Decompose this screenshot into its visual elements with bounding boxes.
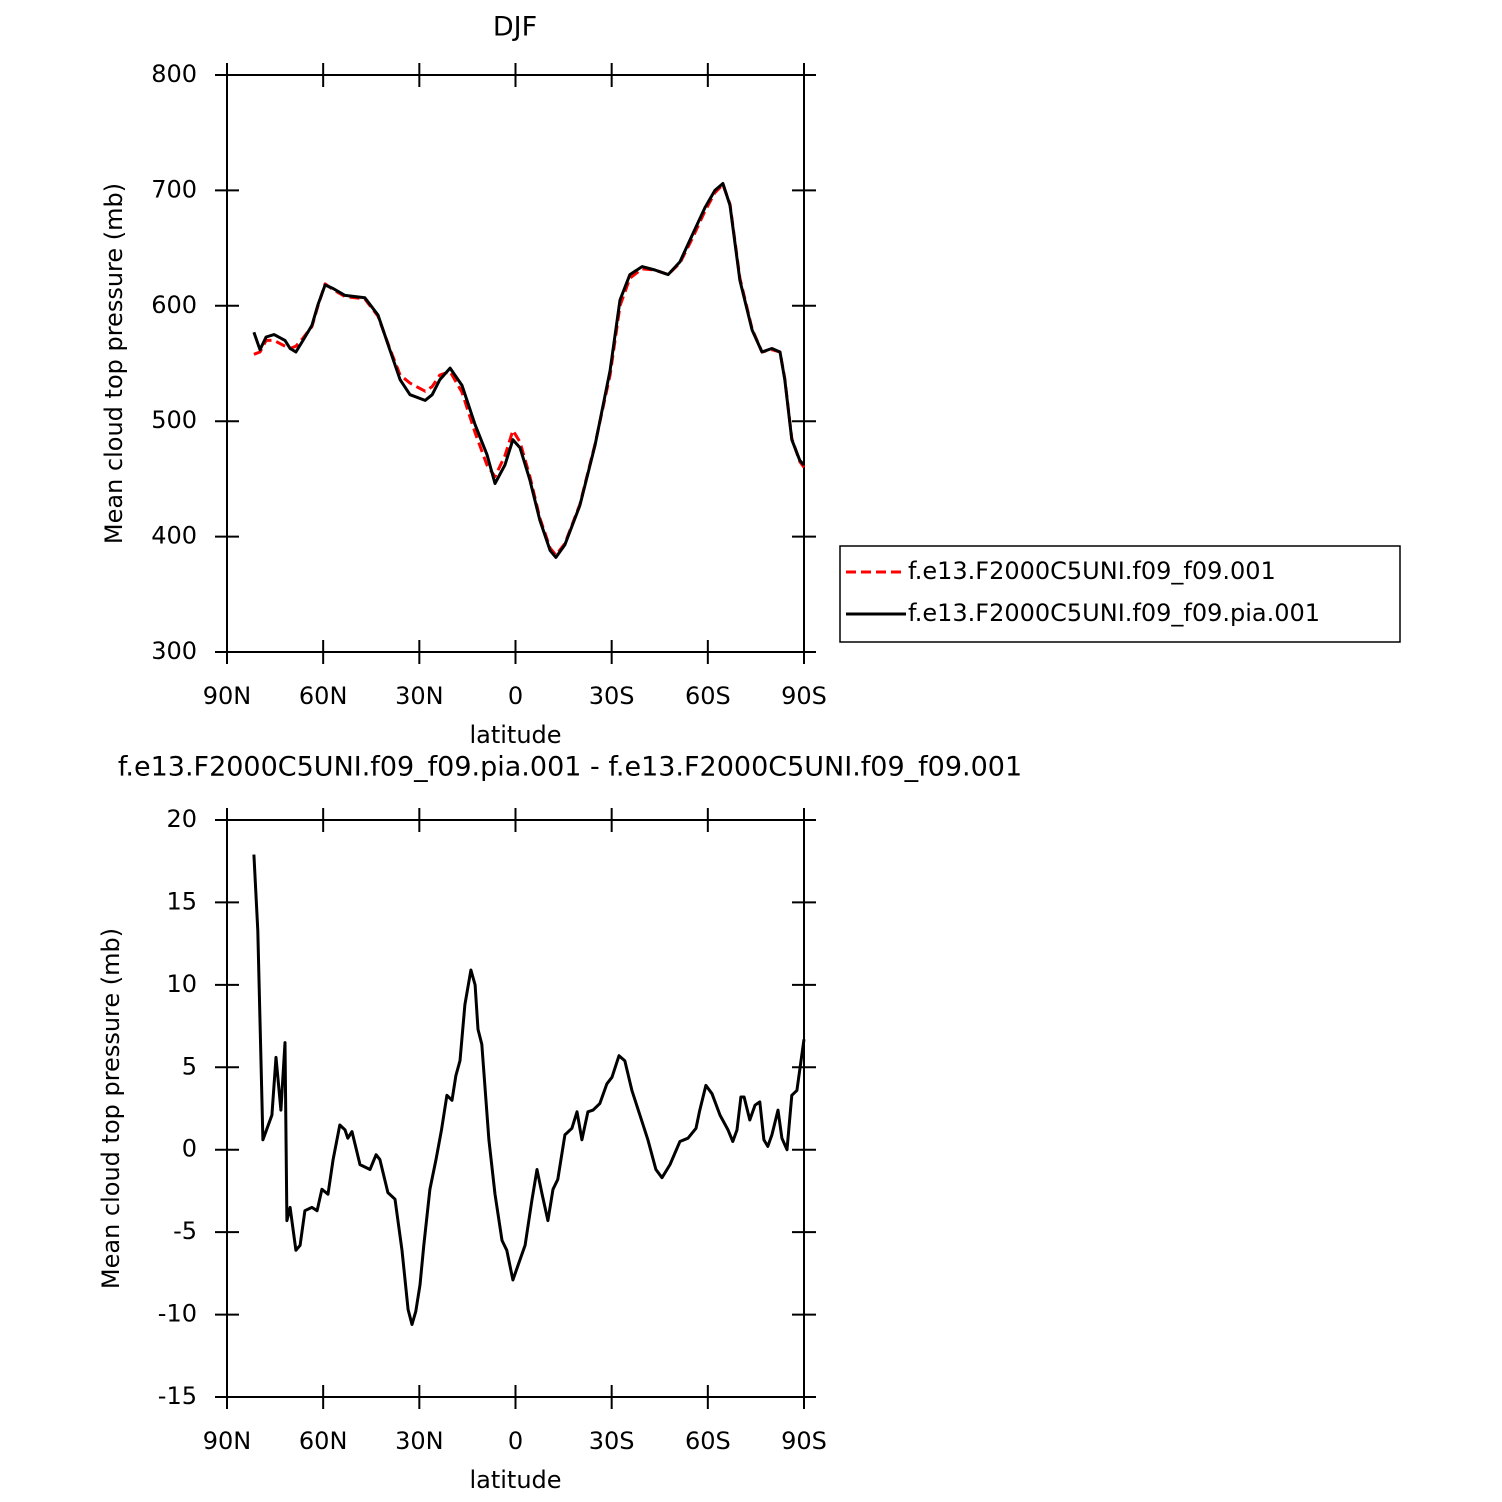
y-tick-label: 800 bbox=[151, 60, 197, 88]
x-tick-label: 60N bbox=[299, 682, 348, 710]
y-tick-label: 700 bbox=[151, 175, 197, 203]
legend-label: f.e13.F2000C5UNI.f09_f09.001 bbox=[908, 557, 1276, 585]
data-line bbox=[253, 183, 806, 557]
x-tick-label: 90S bbox=[781, 1427, 827, 1455]
data-line bbox=[252, 854, 806, 1326]
x-tick-label: 0 bbox=[508, 682, 523, 710]
x-tick-label: 90N bbox=[203, 1427, 252, 1455]
y-tick-label: 15 bbox=[166, 887, 197, 915]
x-tick-label: 90S bbox=[781, 682, 827, 710]
y-tick-label: 10 bbox=[166, 970, 197, 998]
y-tick-label: 0 bbox=[182, 1135, 197, 1163]
x-tick-label: 60S bbox=[685, 1427, 731, 1455]
y-tick-label: -5 bbox=[173, 1217, 197, 1245]
x-tick-label: 30N bbox=[395, 1427, 444, 1455]
y-tick-label: 600 bbox=[151, 291, 197, 319]
y-axis-label: Mean cloud top pressure (mb) bbox=[97, 928, 125, 1289]
legend-label: f.e13.F2000C5UNI.f09_f09.pia.001 bbox=[908, 599, 1320, 627]
x-tick-label: 30S bbox=[589, 1427, 635, 1455]
x-tick-label: 30S bbox=[589, 682, 635, 710]
y-tick-label: -10 bbox=[158, 1300, 197, 1328]
chart-title: f.e13.F2000C5UNI.f09_f09.pia.001 - f.e13… bbox=[118, 752, 1022, 783]
x-tick-label: 60S bbox=[685, 682, 731, 710]
chart-title: DJF bbox=[493, 12, 537, 43]
x-tick-label: 30N bbox=[395, 682, 444, 710]
plot-frame bbox=[226, 74, 805, 653]
x-axis-label: latitude bbox=[469, 1466, 561, 1494]
y-tick-label: 300 bbox=[151, 637, 197, 665]
y-tick-label: 400 bbox=[151, 522, 197, 550]
y-tick-label: 5 bbox=[182, 1052, 197, 1080]
y-tick-label: 20 bbox=[166, 805, 197, 833]
x-tick-label: 90N bbox=[203, 682, 252, 710]
x-axis-label: latitude bbox=[469, 721, 561, 749]
y-axis-label: Mean cloud top pressure (mb) bbox=[100, 183, 128, 544]
y-tick-label: 500 bbox=[151, 406, 197, 434]
x-tick-label: 60N bbox=[299, 1427, 348, 1455]
y-tick-label: -15 bbox=[158, 1382, 197, 1410]
x-tick-label: 0 bbox=[508, 1427, 523, 1455]
data-line bbox=[252, 182, 806, 559]
legend-box bbox=[839, 545, 1401, 643]
